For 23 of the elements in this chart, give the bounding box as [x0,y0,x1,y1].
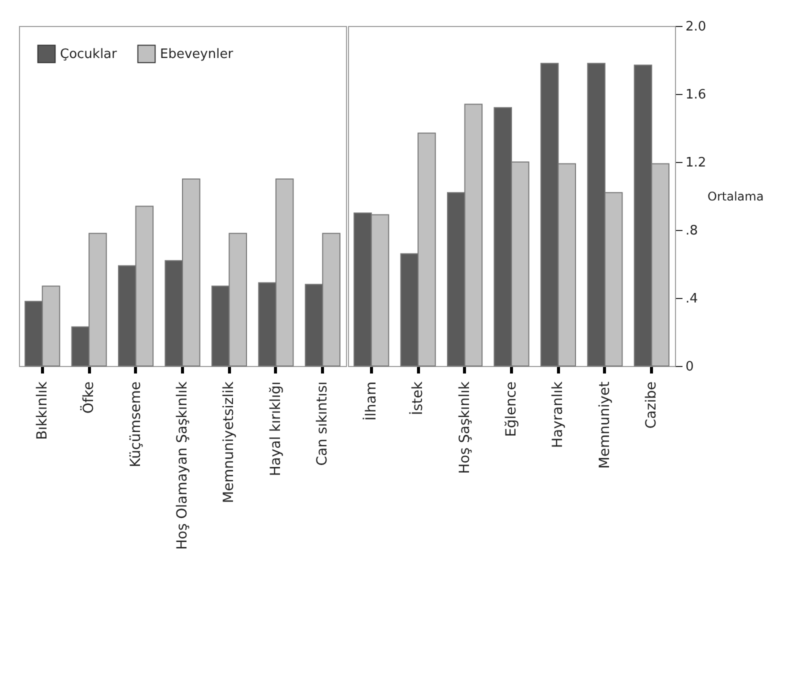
x-tick-label: Bıkkınlık [34,380,50,440]
y-axis-title: Ortalama [708,190,764,204]
x-tick-label: Hoş Olamayan Şaşkınlık [174,380,190,550]
x-tick-label: İstek [409,380,426,416]
x-tick-label: Hoş Şaşkınlık [456,380,473,474]
legend-label: Ebeveynler [160,46,234,62]
x-tick-label: Küçümseme [128,382,144,468]
x-tick-label: Hayranlık [550,380,566,448]
x-tick-label: İlham [362,382,380,421]
legend-label: Çocuklar [60,46,118,62]
y-tick-label: .4 [686,292,698,306]
x-tick-label: Öfke [80,382,98,414]
y-tick-label: 1.6 [686,88,706,102]
x-tick-label: Hayal kırıklığı [268,382,284,476]
x-tick-label: Cazibe [644,382,660,429]
x-tick-label: Memnuniyetsizlik [221,380,238,504]
y-tick-label: .8 [686,224,698,238]
x-tick-label: Can sıkıntısı [314,382,331,466]
y-tick-label: 2.0 [686,20,706,34]
y-tick-label: 0 [686,360,694,374]
x-tick-label: Memnuniyet [596,380,613,469]
x-tick-label: Eğlence [504,382,520,437]
y-tick-label: 1.2 [686,156,706,170]
